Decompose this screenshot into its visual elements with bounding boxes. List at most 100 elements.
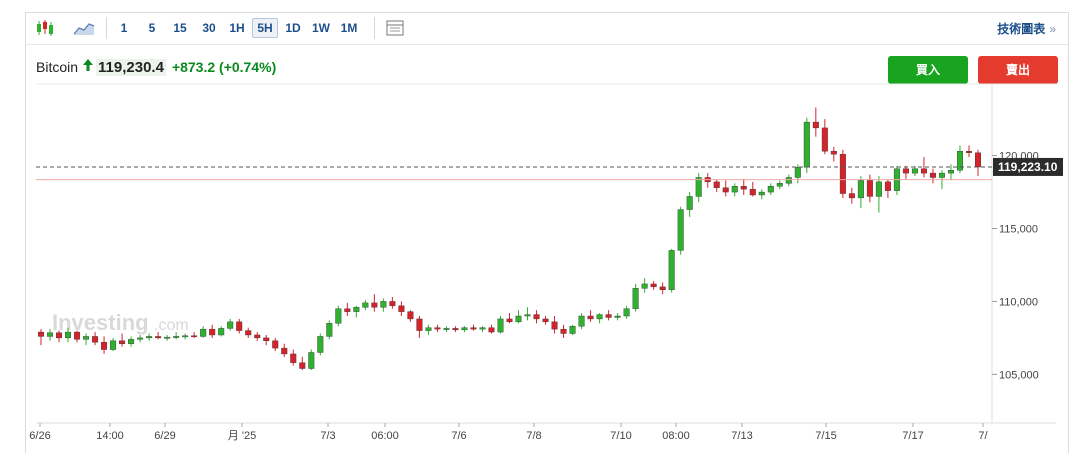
sell-button[interactable]: 賣出	[978, 56, 1058, 84]
candle[interactable]	[596, 313, 603, 324]
candle[interactable]	[74, 330, 81, 343]
candle[interactable]	[929, 168, 936, 184]
candle[interactable]	[47, 329, 54, 341]
candle[interactable]	[380, 298, 387, 312]
candle[interactable]	[308, 349, 315, 370]
candle[interactable]	[668, 248, 675, 293]
candle[interactable]	[110, 337, 117, 352]
timeframe-30[interactable]: 30	[202, 21, 216, 35]
candle[interactable]	[731, 183, 738, 197]
candle[interactable]	[848, 187, 855, 204]
candle[interactable]	[659, 282, 666, 295]
candle[interactable]	[740, 178, 747, 195]
candle[interactable]	[632, 283, 639, 312]
candle[interactable]	[137, 334, 144, 343]
candle[interactable]	[425, 324, 432, 335]
timeframe-1[interactable]: 1	[120, 21, 128, 35]
candle[interactable]	[956, 145, 963, 174]
candle[interactable]	[578, 313, 585, 330]
candle[interactable]	[398, 301, 405, 317]
candle[interactable]	[92, 332, 99, 346]
table-icon[interactable]	[384, 18, 406, 38]
candle[interactable]	[470, 324, 477, 331]
candle[interactable]	[884, 178, 891, 198]
candle[interactable]	[434, 324, 441, 333]
timeframe-1w[interactable]: 1W	[312, 21, 330, 35]
candle[interactable]	[263, 334, 270, 346]
candle[interactable]	[146, 333, 153, 341]
candle[interactable]	[839, 149, 846, 198]
candle[interactable]	[776, 180, 783, 190]
candle[interactable]	[758, 189, 765, 200]
candle[interactable]	[254, 332, 261, 341]
candle[interactable]	[245, 327, 252, 338]
candle[interactable]	[551, 316, 558, 334]
candle[interactable]	[209, 324, 216, 338]
candle[interactable]	[344, 302, 351, 317]
candle[interactable]	[875, 176, 882, 213]
candle[interactable]	[173, 332, 180, 340]
candle[interactable]	[830, 146, 837, 162]
candle[interactable]	[560, 324, 567, 338]
candle[interactable]	[362, 299, 369, 311]
technical-chart-link[interactable]: 技術圖表»	[997, 20, 1056, 37]
candle[interactable]	[353, 305, 360, 318]
candle[interactable]	[695, 173, 702, 203]
candle[interactable]	[236, 318, 243, 334]
candle[interactable]	[317, 333, 324, 356]
candle[interactable]	[902, 165, 909, 179]
candle[interactable]	[299, 356, 306, 370]
timeframe-1d[interactable]: 1D	[285, 21, 301, 35]
candle[interactable]	[821, 119, 828, 155]
candle[interactable]	[587, 310, 594, 322]
timeframe-15[interactable]: 15	[173, 21, 187, 35]
candlestick-chart-icon[interactable]	[34, 18, 56, 38]
candle[interactable]	[218, 326, 225, 337]
candle[interactable]	[722, 180, 729, 197]
candle[interactable]	[290, 349, 297, 366]
candle[interactable]	[605, 310, 612, 321]
candle[interactable]	[650, 281, 657, 290]
candle[interactable]	[920, 157, 927, 178]
candle[interactable]	[767, 183, 774, 195]
candle[interactable]	[893, 165, 900, 195]
candle[interactable]	[416, 316, 423, 338]
timeframe-5[interactable]: 5	[148, 21, 156, 35]
candle[interactable]	[128, 336, 135, 347]
candle[interactable]	[371, 294, 378, 312]
candle[interactable]	[155, 332, 162, 340]
candle[interactable]	[488, 324, 495, 334]
candle[interactable]	[803, 117, 810, 174]
candle[interactable]	[182, 333, 189, 340]
candle[interactable]	[677, 206, 684, 255]
candle[interactable]	[506, 313, 513, 324]
candle[interactable]	[686, 192, 693, 217]
candle[interactable]	[164, 334, 171, 341]
timeframe-1m[interactable]: 1M	[340, 21, 358, 35]
candle[interactable]	[38, 329, 44, 346]
candle[interactable]	[947, 164, 954, 181]
candle[interactable]	[65, 327, 72, 343]
candle[interactable]	[281, 343, 288, 357]
candle[interactable]	[119, 333, 126, 347]
candle[interactable]	[389, 297, 396, 309]
candle[interactable]	[533, 310, 540, 324]
candle[interactable]	[975, 149, 981, 177]
candle[interactable]	[713, 178, 720, 193]
candle[interactable]	[866, 174, 873, 203]
candle[interactable]	[911, 165, 918, 177]
candle[interactable]	[101, 336, 108, 354]
candle[interactable]	[272, 337, 279, 352]
candle[interactable]	[200, 326, 207, 338]
candle[interactable]	[191, 332, 198, 338]
candle[interactable]	[623, 305, 630, 319]
candle[interactable]	[452, 326, 459, 333]
candle[interactable]	[704, 173, 711, 188]
candle[interactable]	[524, 307, 531, 321]
candle[interactable]	[479, 326, 486, 333]
candle[interactable]	[461, 326, 468, 333]
candle[interactable]	[542, 316, 549, 325]
candle[interactable]	[641, 278, 648, 293]
candle[interactable]	[407, 310, 414, 322]
timeframe-1h[interactable]: 1H	[229, 21, 245, 35]
